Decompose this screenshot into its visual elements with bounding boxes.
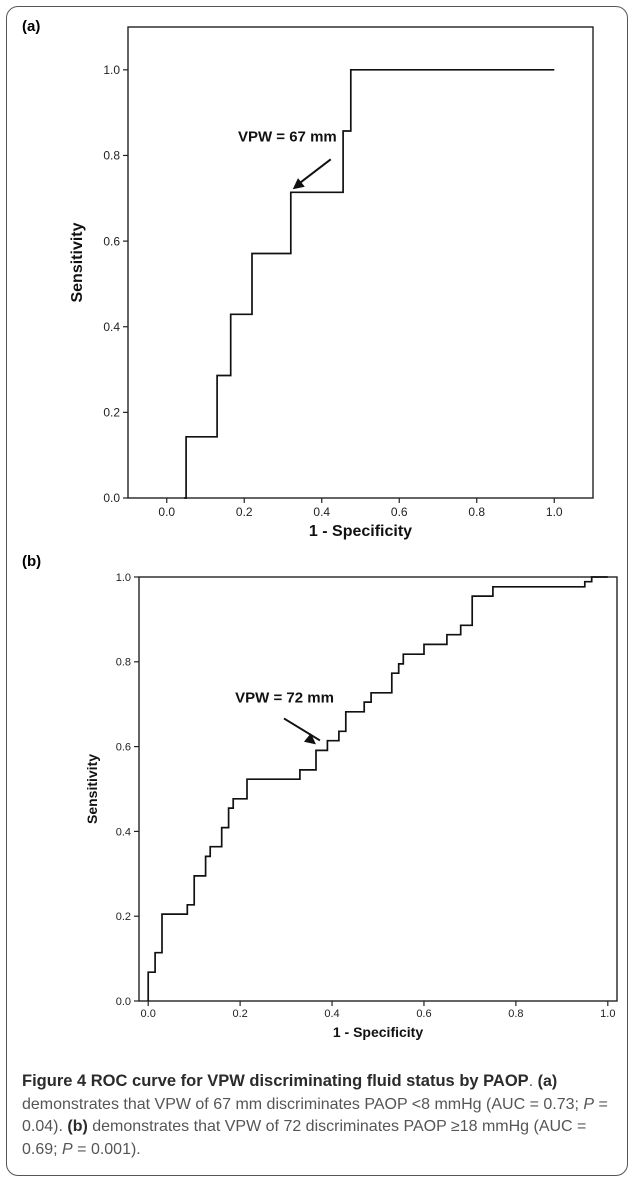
caption-a-text-2: = 0.04). [22, 1095, 608, 1136]
y-tick-label: 1.0 [116, 572, 131, 584]
x-tick-label: 0.4 [313, 505, 330, 519]
x-tick-label: 0.6 [416, 1008, 431, 1020]
panel-label-b: (b) [22, 553, 42, 570]
x-tick-label: 0.8 [468, 505, 485, 519]
y-tick-label: 0.8 [116, 657, 131, 669]
annotation-arrow-shaft [296, 158, 332, 187]
annotation-arrow-head [292, 178, 305, 190]
caption-a-text-1: demonstrates that VPW of 67 mm discrimin… [22, 1095, 584, 1113]
y-tick-label: 0.2 [103, 406, 120, 420]
y-tick-label: 1.0 [103, 63, 120, 77]
roc-curve-line [184, 68, 555, 499]
y-axis-label: Sensitivity [69, 222, 86, 302]
figure-caption: Figure 4 ROC curve for VPW discriminatin… [22, 1070, 618, 1161]
x-tick-label: 0.8 [508, 1008, 523, 1020]
figure-frame [6, 6, 628, 1176]
plot-area-border [127, 26, 594, 499]
caption-b-text-2: = 0.001). [72, 1140, 141, 1158]
y-tick-label: 0.8 [103, 149, 120, 163]
x-tick-label: 0.6 [391, 505, 408, 519]
x-axis-label: 1 - Specificity [333, 1024, 423, 1040]
annotation-arrow-shaft [283, 717, 321, 742]
y-tick-label: 0.4 [103, 320, 120, 334]
x-tick-label: 0.2 [232, 1008, 247, 1020]
annotation-label: VPW = 67 mm [238, 128, 337, 145]
y-tick-label: 0.0 [103, 491, 120, 505]
x-tick-label: 0.0 [141, 1008, 156, 1020]
caption-a-label: (a) [537, 1073, 558, 1090]
x-axis-label: 1 - Specificity [309, 523, 412, 540]
x-tick-label: 1.0 [546, 505, 563, 519]
caption-b-label: (b) [67, 1118, 88, 1135]
x-tick-label: 1.0 [600, 1008, 615, 1020]
caption-b-text-1: demonstrates that VPW of 72 discriminate… [22, 1118, 587, 1158]
y-tick-label: 0.6 [116, 741, 131, 753]
caption-title: Figure 4 ROC curve for VPW discriminatin… [22, 1072, 529, 1090]
y-axis-label: Sensitivity [84, 754, 100, 824]
y-tick-label: 0.4 [116, 826, 131, 838]
x-tick-label: 0.4 [324, 1008, 339, 1020]
caption-b-p: P [62, 1140, 73, 1158]
x-tick-label: 0.2 [236, 505, 253, 519]
y-tick-label: 0.2 [116, 911, 131, 923]
caption-period: . [528, 1073, 534, 1090]
annotation-label: VPW = 72 mm [235, 689, 334, 706]
panel-label-a: (a) [22, 18, 41, 35]
caption-a-p: P [583, 1095, 595, 1113]
roc-curve-line [147, 576, 608, 1001]
y-tick-label: 0.6 [103, 234, 120, 248]
annotation-arrow-head [303, 733, 316, 745]
plot-area-border [138, 576, 618, 1002]
x-tick-label: 0.0 [158, 505, 175, 519]
y-tick-label: 0.0 [116, 996, 131, 1008]
